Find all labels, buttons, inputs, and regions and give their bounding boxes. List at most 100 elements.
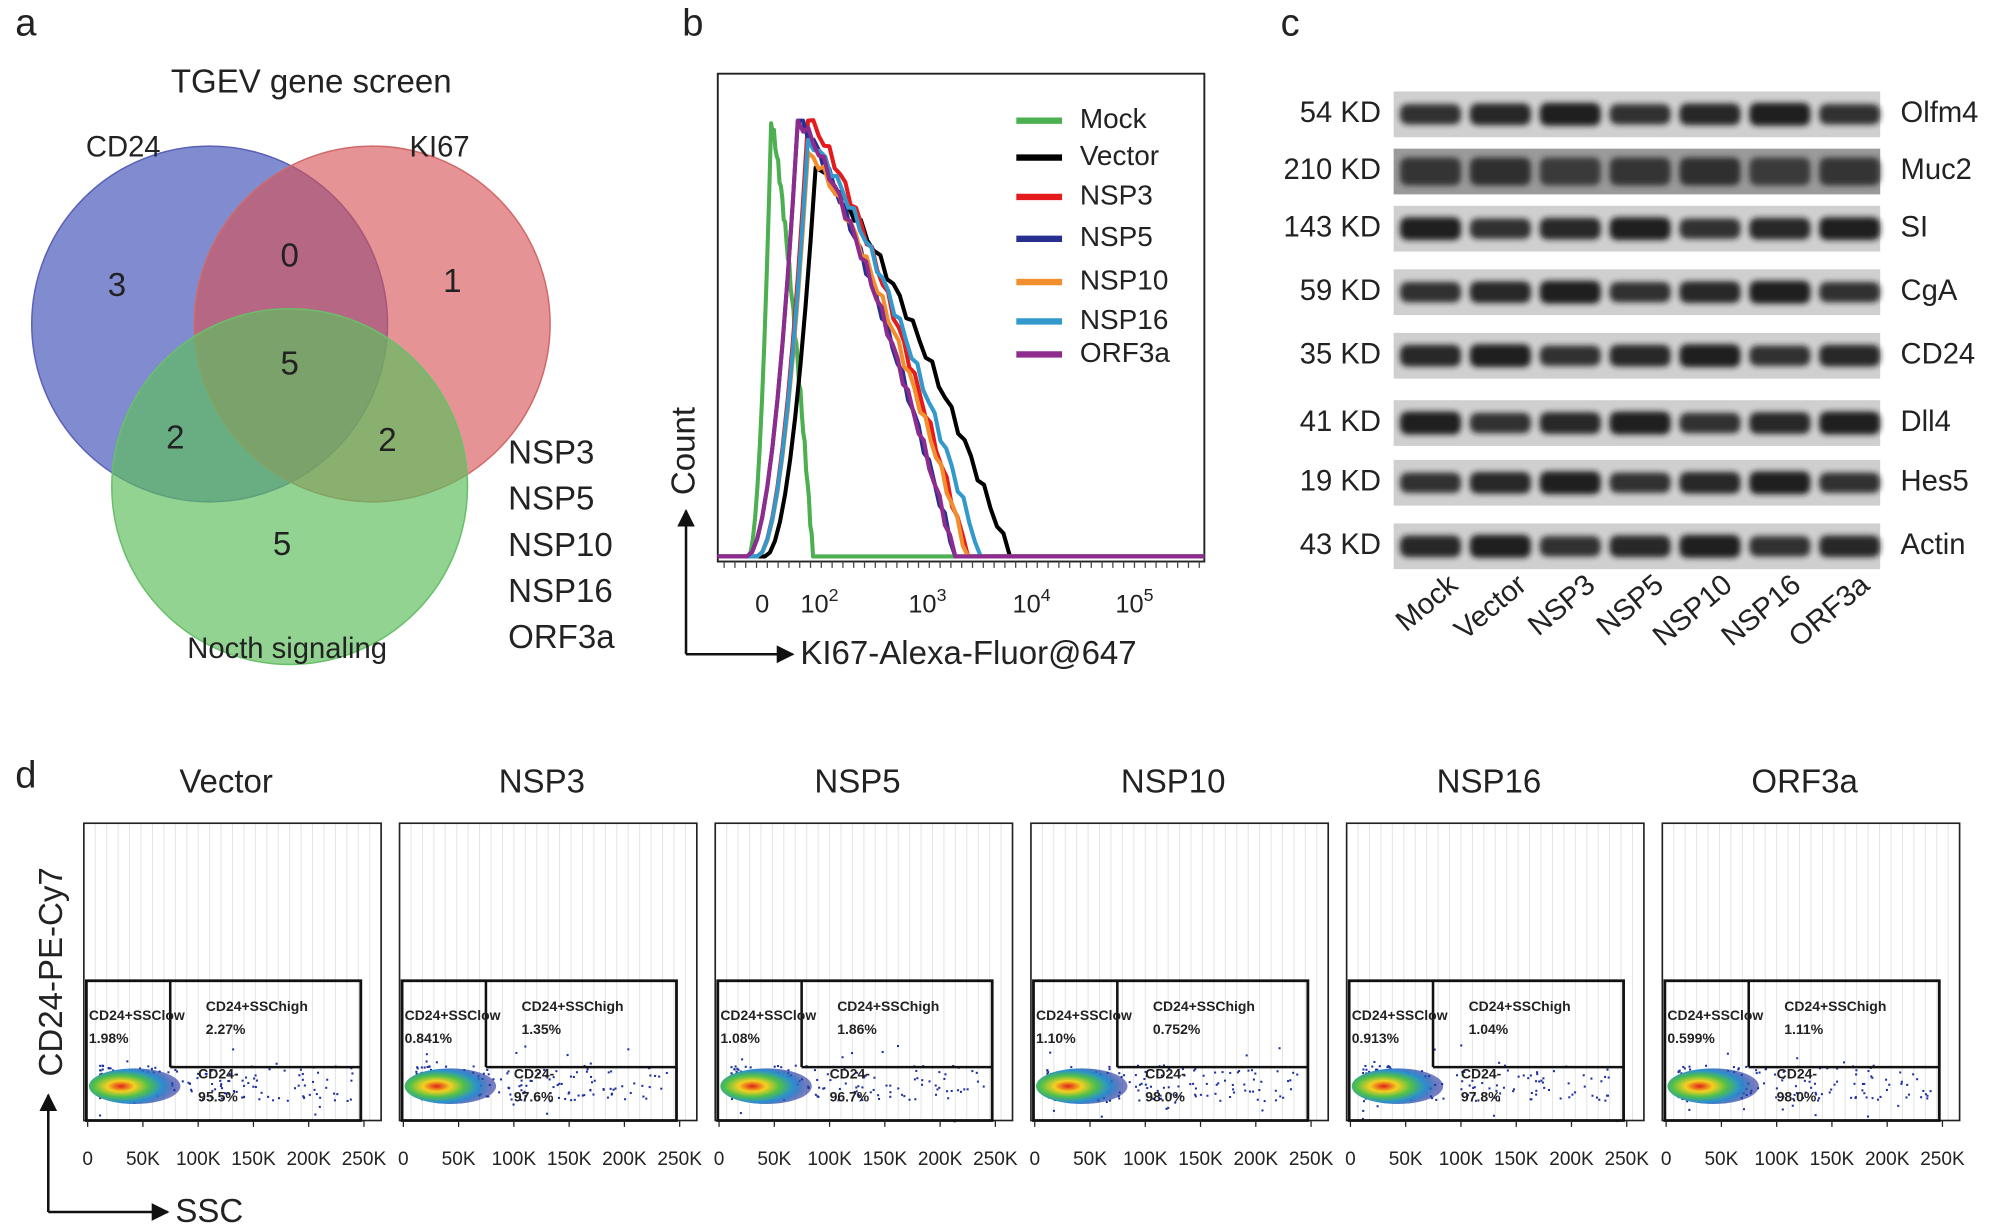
event-dot <box>612 1088 615 1091</box>
event-dot <box>1138 1083 1141 1086</box>
event-dot <box>1433 1048 1436 1051</box>
event-dot <box>1287 1080 1290 1083</box>
event-dot <box>1795 1092 1798 1095</box>
density-blob <box>88 1068 181 1104</box>
event-dot <box>1503 1064 1507 1067</box>
event-dot <box>254 1085 257 1089</box>
event-dot <box>507 1070 510 1073</box>
event-dot <box>219 1084 222 1087</box>
event-dot <box>99 1064 102 1067</box>
event-dot <box>498 1091 501 1094</box>
event-dot <box>176 1070 179 1073</box>
event-dot <box>555 1070 558 1073</box>
event-dot <box>537 1072 540 1075</box>
event-dot <box>1541 1081 1544 1084</box>
blot-band <box>1749 157 1811 186</box>
density-blob <box>1036 1068 1128 1104</box>
event-dot <box>1498 1061 1501 1064</box>
event-dot <box>549 1092 552 1095</box>
event-dot <box>214 1069 217 1072</box>
event-dot <box>297 1084 300 1087</box>
event-dot <box>1517 1075 1520 1078</box>
density-blob <box>404 1068 497 1104</box>
event-dot <box>1192 1082 1195 1085</box>
event-dot <box>838 1087 841 1090</box>
event-dot <box>589 1062 592 1065</box>
x-tick-label: 50K <box>1704 1149 1738 1170</box>
event-dot <box>333 1099 336 1102</box>
x-tick-label: 200K <box>286 1149 331 1170</box>
gene-name: NSP5 <box>508 480 594 517</box>
event-dot <box>1134 1074 1137 1077</box>
blot-band <box>1749 102 1811 126</box>
event-dot <box>1217 1082 1220 1085</box>
event-dot <box>303 1096 306 1099</box>
event-dot <box>1488 1087 1491 1090</box>
event-dot <box>1258 1089 1261 1092</box>
event-dot <box>1688 1108 1691 1111</box>
event-dot <box>938 1086 941 1089</box>
event-dot <box>1906 1083 1909 1086</box>
event-dot <box>472 1065 475 1068</box>
event-dot <box>1924 1093 1927 1096</box>
event-dot <box>1152 1097 1155 1100</box>
gate-label: CD24- <box>1145 1065 1186 1081</box>
event-dot <box>1219 1099 1222 1102</box>
event-dot <box>794 1064 797 1067</box>
event-dot <box>1229 1095 1232 1099</box>
venn-set-label: KI67 <box>410 131 470 163</box>
event-dot <box>1174 1094 1177 1097</box>
event-dot <box>1214 1092 1217 1095</box>
event-dot <box>1108 1068 1111 1071</box>
event-dot <box>570 1099 573 1102</box>
gate-percent: 0.752% <box>1153 1021 1201 1037</box>
event-dot <box>243 1084 246 1087</box>
density-blob <box>1667 1068 1759 1104</box>
event-dot <box>523 1091 526 1094</box>
x-tick-label: 250K <box>1920 1149 1965 1170</box>
event-dot <box>901 1093 904 1096</box>
histogram-curve <box>717 165 1205 559</box>
event-dot <box>210 1069 213 1072</box>
event-dot <box>1361 1117 1364 1120</box>
event-dot <box>1149 1085 1153 1088</box>
tick-exponent: 2 <box>829 585 839 605</box>
event-dot <box>428 1065 431 1068</box>
event-dot <box>214 1088 217 1091</box>
event-dot <box>877 1094 880 1097</box>
event-dot <box>1052 1109 1055 1112</box>
blot-band <box>1609 217 1671 241</box>
gate-label: CD24+SSChigh <box>1469 998 1571 1014</box>
protein-label: SI <box>1901 211 1929 243</box>
event-dot <box>1279 1095 1282 1098</box>
event-dot <box>1256 1098 1259 1101</box>
venn-count: 5 <box>280 345 298 382</box>
event-dot <box>241 1079 244 1082</box>
event-dot <box>1920 1096 1923 1099</box>
event-dot <box>546 1112 549 1115</box>
event-dot <box>211 1097 214 1100</box>
event-dot <box>1536 1071 1539 1074</box>
blot-band <box>1539 412 1601 434</box>
event-dot <box>299 1068 302 1071</box>
event-dot <box>525 1084 528 1087</box>
event-dot <box>1764 1068 1767 1071</box>
blot-band <box>1679 281 1741 304</box>
event-dot <box>863 1076 866 1079</box>
event-dot <box>982 1085 985 1088</box>
event-dot <box>1135 1085 1138 1088</box>
event-dot <box>510 1098 513 1101</box>
event-dot <box>1278 1047 1281 1050</box>
event-dot <box>512 1103 515 1106</box>
event-dot <box>730 1098 734 1101</box>
tick-base: 0 <box>755 590 769 618</box>
event-dot <box>1885 1078 1888 1081</box>
event-dot <box>649 1074 652 1077</box>
event-dot <box>333 1092 336 1095</box>
legend-label: ORF3a <box>1080 337 1171 368</box>
panel-letter: c <box>1281 2 1300 44</box>
venn-count: 0 <box>280 237 298 274</box>
event-dot <box>736 1067 739 1070</box>
